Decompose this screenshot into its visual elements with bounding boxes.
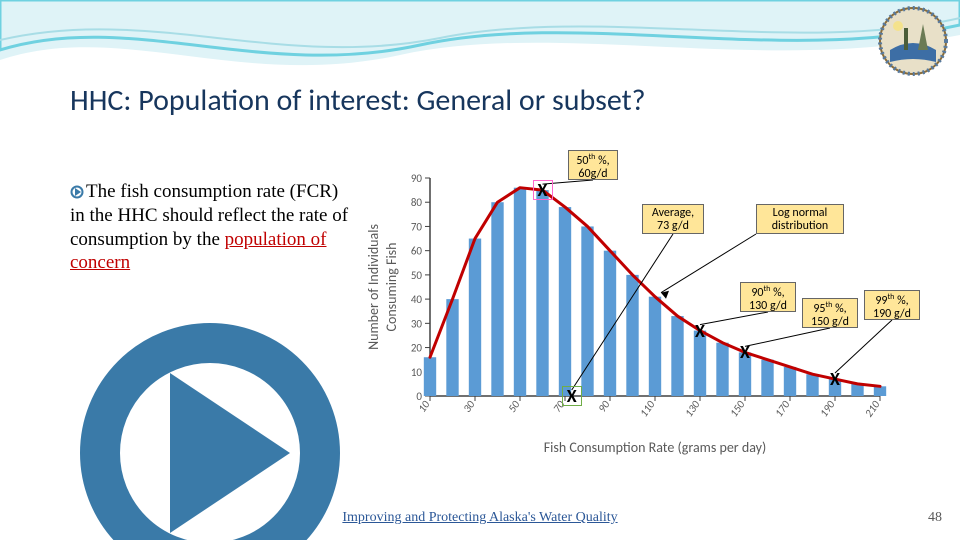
svg-text:Number of Individuals: Number of Individuals — [365, 224, 382, 350]
svg-text:170: 170 — [772, 398, 792, 420]
svg-text:40: 40 — [411, 293, 423, 306]
page-number: 48 — [928, 510, 942, 526]
svg-text:80: 80 — [411, 196, 423, 209]
decorative-wave — [0, 0, 960, 90]
callout-p95: 95th %,150 g/d — [802, 298, 858, 328]
paragraph-1: The fish consumption rate (FCR) in the H… — [70, 180, 350, 275]
svg-text:130: 130 — [682, 398, 702, 420]
agency-logo-icon — [878, 6, 948, 76]
svg-text:Consuming Fish: Consuming Fish — [383, 242, 400, 331]
paragraph-2: (Mean, 90th, 95th, 99th) — [70, 313, 350, 540]
x-marker-p90: X — [695, 320, 705, 342]
svg-text:110: 110 — [637, 398, 657, 420]
callout-avg: Average,73 g/d — [642, 204, 704, 234]
callout-log: Log normaldistribution — [756, 204, 844, 234]
svg-text:190: 190 — [817, 398, 837, 420]
svg-text:90: 90 — [411, 172, 423, 185]
slide-title: HHC: Population of interest: General or … — [70, 82, 646, 119]
svg-text:60: 60 — [411, 245, 423, 258]
x-marker-p50: X — [538, 179, 548, 201]
distribution-chart: 0102030405060708090103050709011013015017… — [358, 150, 938, 480]
svg-text:50: 50 — [411, 269, 423, 282]
x-marker-p95: X — [740, 341, 750, 363]
callout-p90: 90th %,130 g/d — [740, 282, 796, 312]
footer-text: Improving and Protecting Alaska's Water … — [0, 510, 960, 526]
svg-text:Fish Consumption Rate (grams p: Fish Consumption Rate (grams per day) — [544, 439, 766, 456]
slide-root: HHC: Population of interest: General or … — [0, 0, 960, 540]
x-marker-p99: X — [830, 368, 840, 390]
svg-text:20: 20 — [411, 342, 423, 355]
bullet-icon — [70, 182, 84, 196]
body-text-block: The fish consumption rate (FCR) in the H… — [70, 180, 350, 540]
svg-text:210: 210 — [862, 398, 882, 420]
svg-text:70: 70 — [411, 220, 423, 233]
svg-text:10: 10 — [411, 366, 423, 379]
svg-text:150: 150 — [727, 398, 747, 420]
x-marker-avg: X — [567, 385, 577, 407]
callout-p99: 99th %,190 g/d — [864, 290, 920, 320]
svg-text:30: 30 — [411, 317, 423, 330]
callout-p50: 50th %,60g/d — [568, 150, 618, 180]
